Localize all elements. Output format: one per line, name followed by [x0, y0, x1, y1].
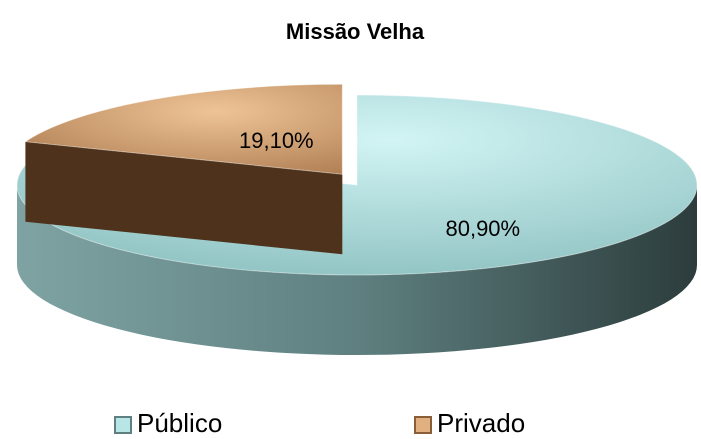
legend-label: Público: [137, 408, 222, 438]
legend-label: Privado: [437, 408, 525, 438]
slice-face: [25, 141, 343, 255]
pie: 80,90% 19,10%: [16, 83, 698, 355]
legend: Público Privado: [114, 408, 525, 438]
legend-swatch: [414, 416, 432, 434]
slice-side: [17, 185, 697, 355]
chart-title: Missão Velha: [286, 19, 425, 44]
data-label: 80,90%: [445, 216, 520, 241]
data-label: 19,10%: [239, 128, 314, 153]
legend-swatch: [114, 416, 132, 434]
slice: [23, 83, 343, 175]
